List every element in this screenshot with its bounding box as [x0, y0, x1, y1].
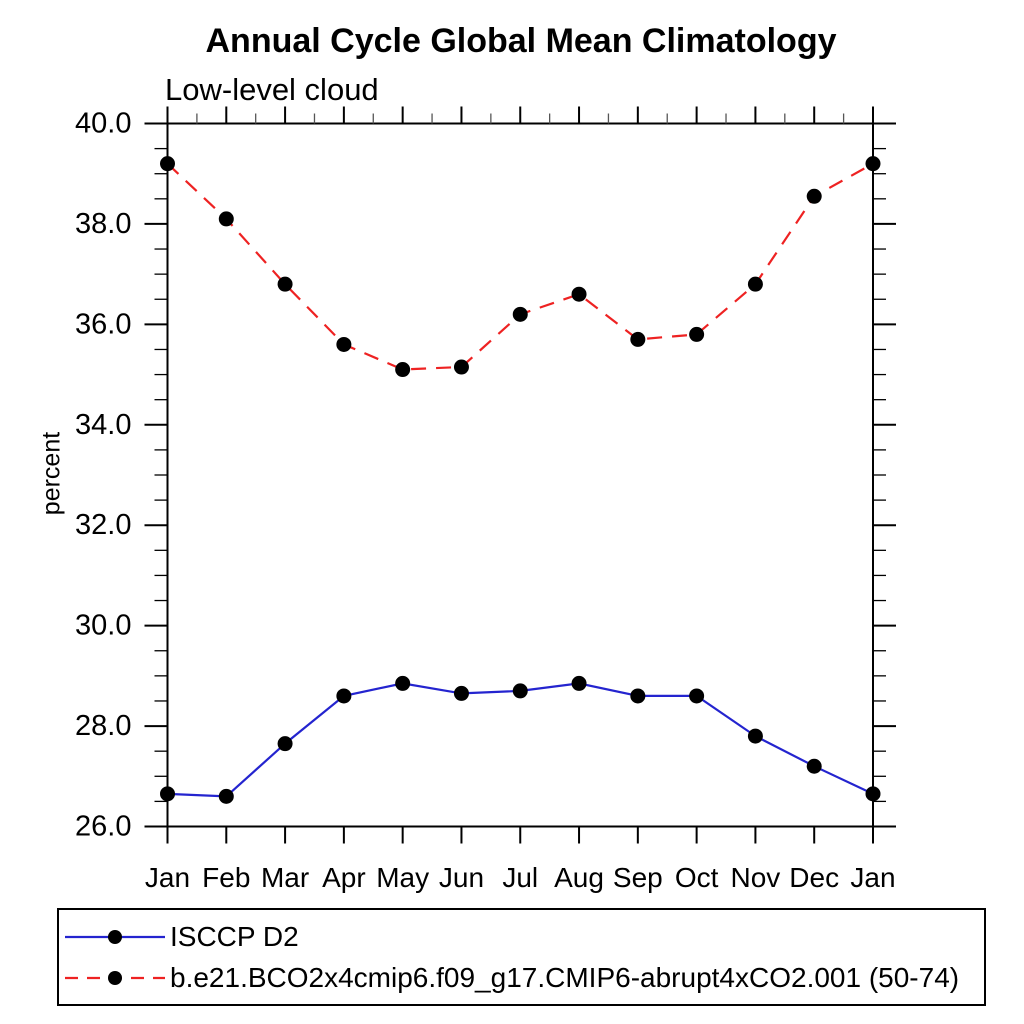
legend-marker-icon [108, 930, 122, 944]
data-point [865, 156, 881, 172]
legend-entry-model: b.e21.BCO2x4cmip6.f09_g17.CMIP6-abrupt4x… [62, 962, 960, 993]
data-point [453, 359, 469, 375]
x-tick-label: May [376, 862, 429, 893]
data-point [395, 362, 411, 378]
legend-swatch-solid-line [65, 930, 165, 944]
data-point [571, 675, 587, 691]
legend-marker-icon [108, 971, 122, 985]
legend-entry-isccp: ISCCP D2 [62, 921, 299, 952]
data-point [512, 683, 528, 699]
x-tick-label: Jan [145, 862, 190, 893]
data-point [453, 685, 469, 701]
chart-title: Annual Cycle Global Mean Climatology [205, 22, 837, 60]
y-tick-label: 36.0 [75, 308, 131, 340]
x-tick-label: Feb [202, 862, 250, 893]
data-point [218, 788, 234, 804]
x-tick-label: Jun [439, 862, 484, 893]
data-point [806, 758, 822, 774]
y-tick-label: 32.0 [75, 509, 131, 541]
legend: ISCCP D2 b.e21.BCO2x4cmip6.f09_g17.CMIP6… [57, 908, 986, 1006]
y-tick-label: 26.0 [75, 811, 131, 843]
data-point [512, 306, 528, 322]
x-tick-label: Jul [502, 862, 538, 893]
data-point [277, 736, 293, 752]
legend-label: b.e21.BCO2x4cmip6.f09_g17.CMIP6-abrupt4x… [170, 962, 960, 993]
legend-swatch-dashed-line [65, 971, 165, 985]
data-point [336, 688, 352, 704]
data-point [160, 156, 175, 172]
y-tick-label: 34.0 [75, 409, 131, 441]
data-point [747, 728, 763, 744]
data-point [336, 336, 352, 352]
data-point [160, 786, 175, 802]
data-point [395, 675, 411, 691]
data-point [218, 211, 234, 227]
y-tick-label: 40.0 [75, 108, 131, 140]
data-point [689, 326, 705, 342]
data-point [747, 276, 763, 292]
data-point [571, 286, 587, 302]
data-point [865, 786, 881, 802]
data-point [277, 276, 293, 292]
y-tick-label: 30.0 [75, 610, 131, 642]
x-tick-label: Aug [554, 862, 604, 893]
data-point [689, 688, 705, 704]
series-line-1 [166, 162, 874, 371]
x-tick-label: Dec [789, 862, 839, 893]
series-line-0 [167, 682, 874, 798]
y-tick-label: 38.0 [75, 208, 131, 240]
y-tick-label: 28.0 [75, 710, 131, 742]
x-tick-label: Sep [613, 862, 663, 893]
legend-label: ISCCP D2 [170, 921, 299, 952]
x-tick-label: Jan [850, 862, 895, 893]
x-tick-label: Mar [261, 862, 309, 893]
data-point [630, 331, 646, 347]
x-tick-label: Nov [731, 862, 781, 893]
data-point [806, 188, 822, 204]
chart-subtitle: Low-level cloud [165, 72, 379, 107]
x-tick-label: Apr [322, 862, 366, 893]
x-tick-label: Oct [675, 862, 719, 893]
data-point [630, 688, 646, 704]
plot-frame [166, 122, 874, 828]
